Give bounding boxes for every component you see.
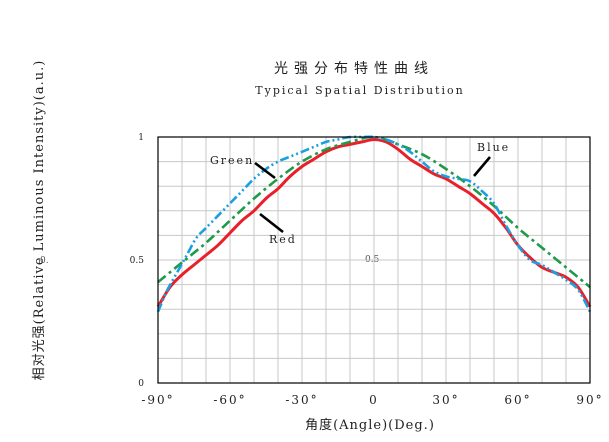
chart-title: 光强分布特性曲线 bbox=[274, 61, 434, 77]
y-tick-label: 0.5 bbox=[130, 256, 145, 266]
y-axis-label: 相对光强(Relative Luminous Intensity)(a.u.) bbox=[32, 60, 47, 381]
legend-callouts: Green Red Blue bbox=[210, 141, 510, 246]
grid bbox=[158, 136, 590, 383]
x-tick-label: -90° bbox=[141, 393, 174, 407]
legend-label-red: Red bbox=[269, 233, 297, 246]
legend-leader-green bbox=[254, 161, 276, 180]
chart-subtitle: Typical Spatial Distribution bbox=[255, 84, 464, 97]
tick-labels: -90° -60° -30° 0 30° 60° 90° 0 0.5 1 bbox=[130, 133, 603, 407]
legend-label-blue: Blue bbox=[477, 141, 510, 154]
legend-label-green: Green bbox=[210, 154, 254, 167]
x-tick-label: 90° bbox=[576, 393, 603, 407]
legend-leader-blue bbox=[473, 156, 491, 177]
x-tick-label: 0 bbox=[369, 393, 379, 407]
x-tick-label: 60° bbox=[504, 393, 531, 407]
x-axis-label: 角度(Angle)(Deg.) bbox=[305, 417, 435, 433]
x-tick-label: -60° bbox=[213, 393, 246, 407]
annotation-left: 0. bbox=[40, 256, 49, 266]
y-tick-label: 0 bbox=[138, 379, 144, 389]
x-tick-label: 30° bbox=[432, 393, 459, 407]
y-tick-label: 1 bbox=[138, 133, 144, 143]
legend-leader-red bbox=[259, 212, 284, 234]
x-tick-label: -30° bbox=[285, 393, 318, 407]
plot-frame bbox=[157, 136, 591, 384]
